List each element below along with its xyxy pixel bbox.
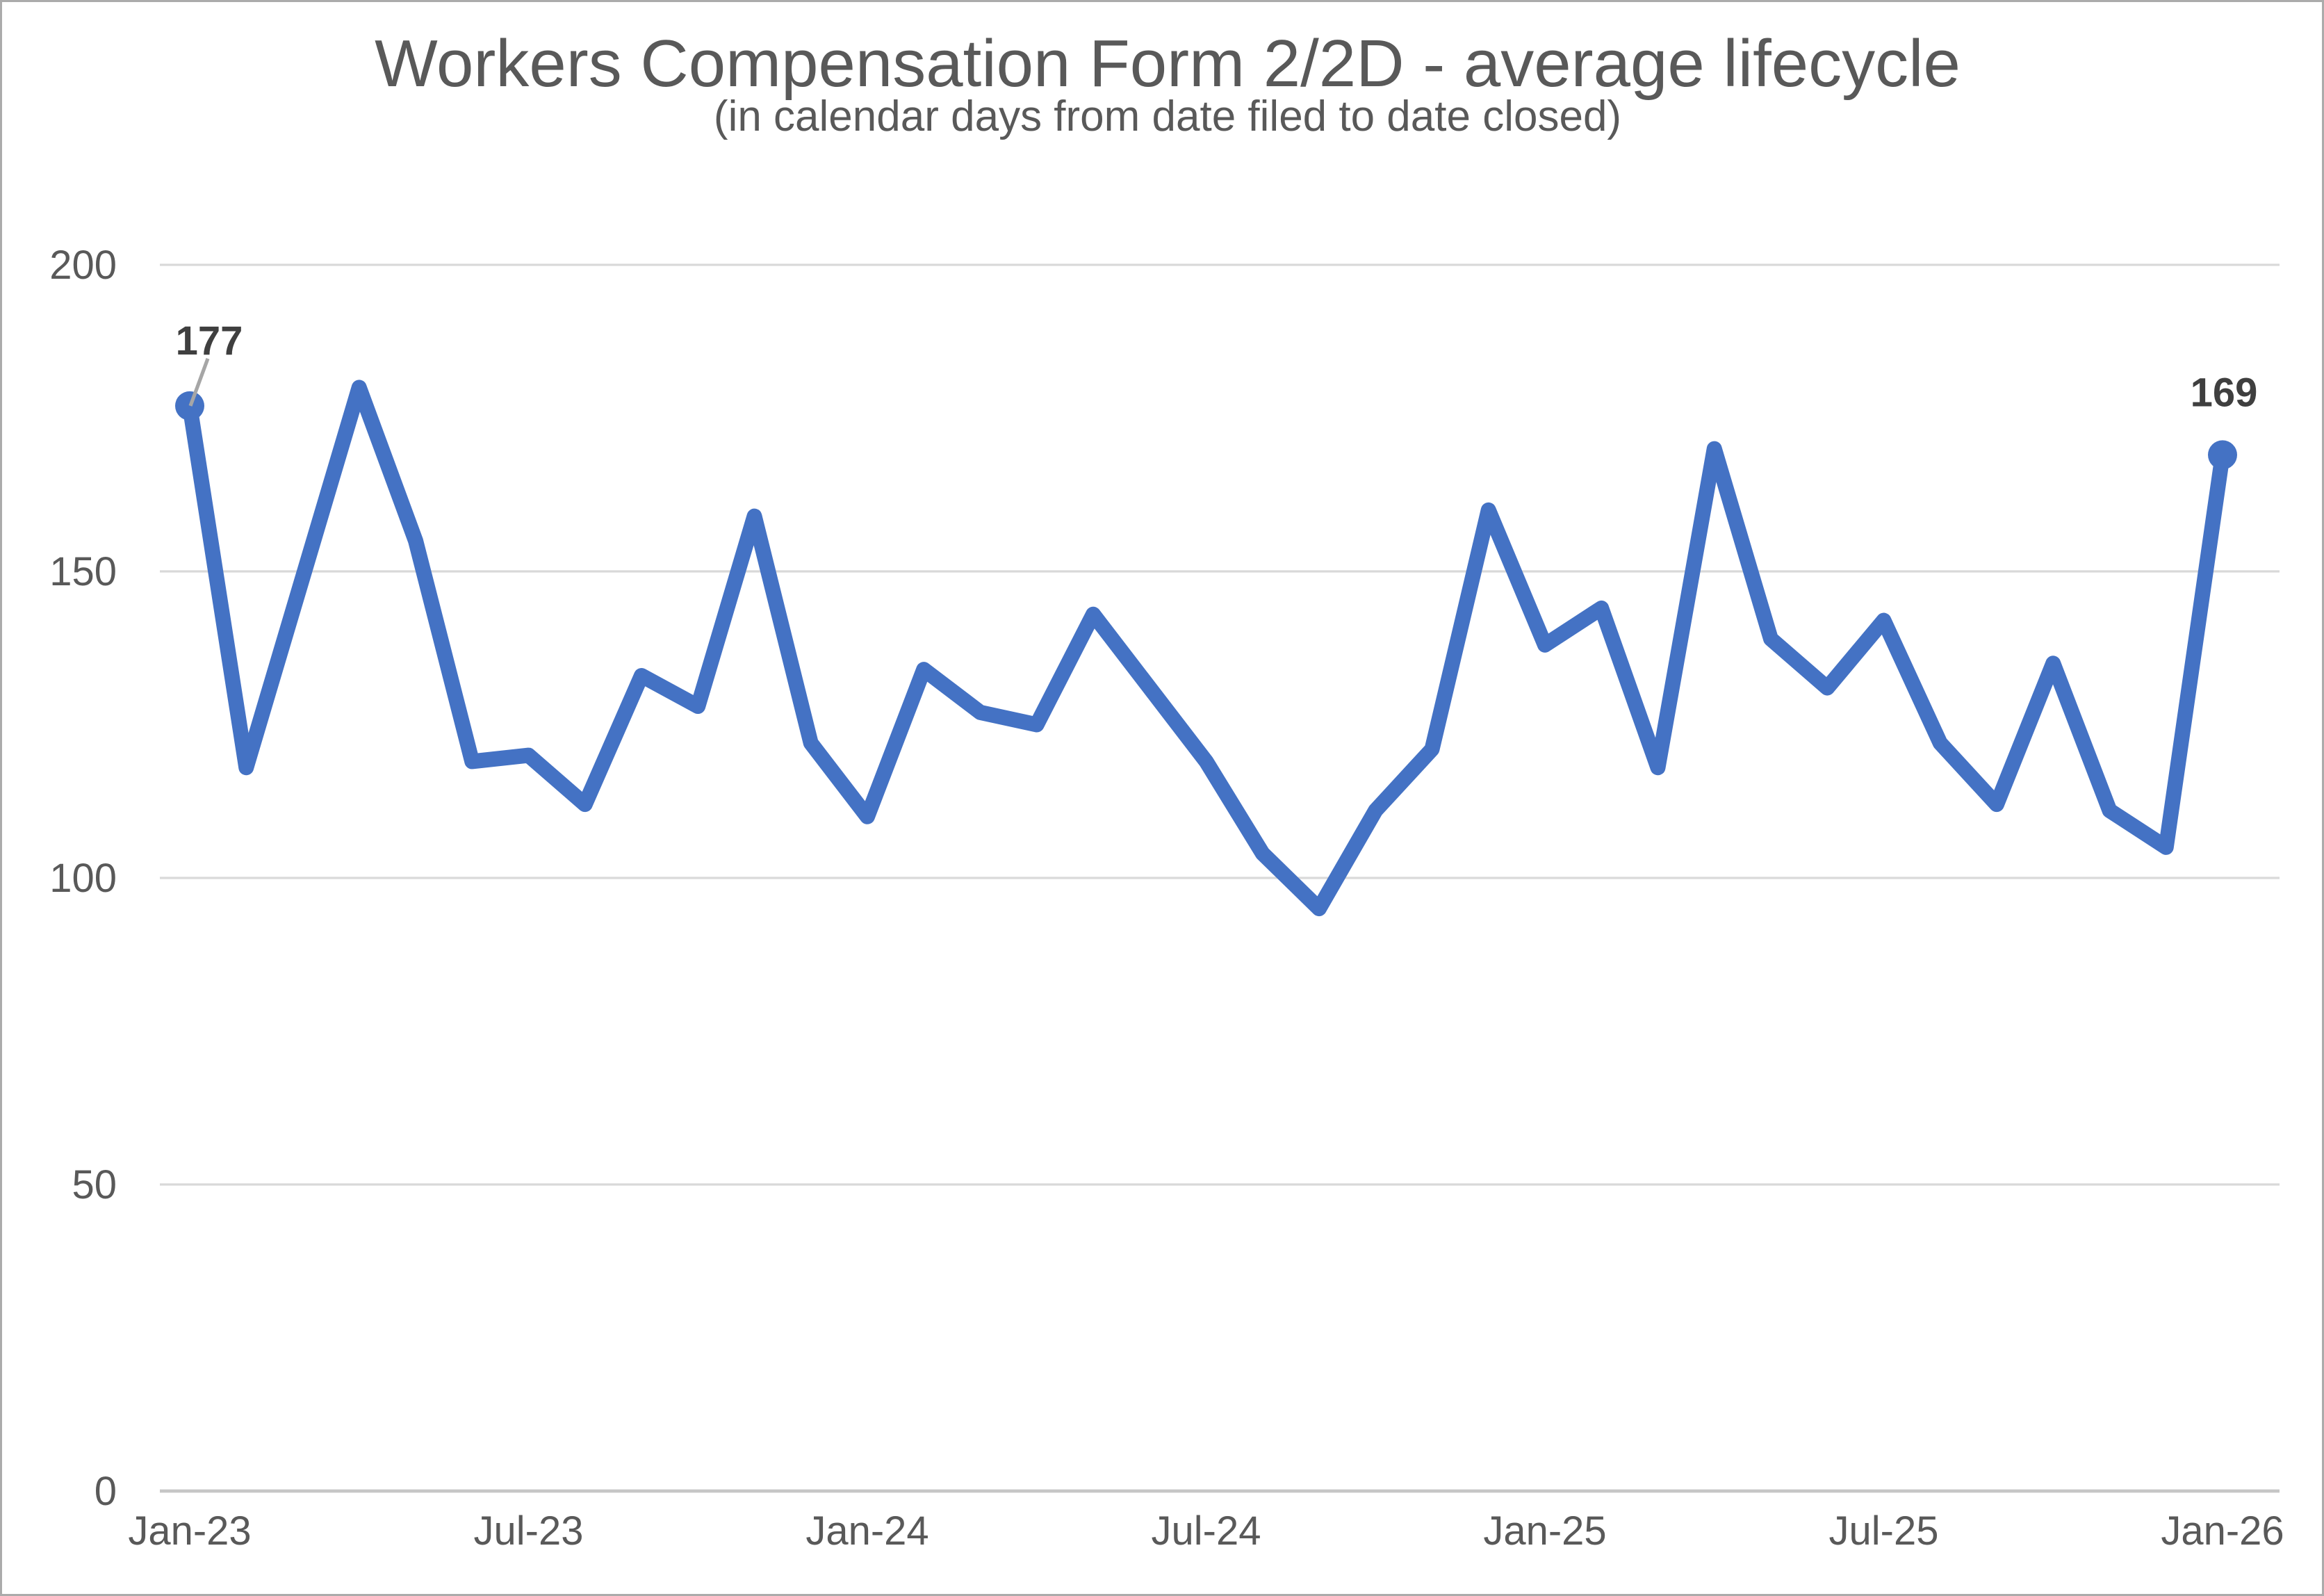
x-axis-labels: Jan-23 Jul-23 Jan-24 Jul-24 Jan-25 Jul-25 Jan-… (128, 1508, 2284, 1554)
x-axis-label-Jul-24: Jul-24 (1152, 1508, 1261, 1554)
x-axis-label-Jan-23: Jan-23 (128, 1508, 251, 1554)
series (175, 380, 2237, 917)
x-axis-label-Jul-23: Jul-23 (474, 1508, 584, 1554)
chart-subtitle: (in calendar days from date filed to dat… (714, 92, 1621, 140)
x-axis-label-Jul-25: Jul-25 (1829, 1508, 1939, 1554)
series-line (182, 380, 2230, 917)
data-labels: 177 169 (176, 318, 2258, 416)
endpoint-marker-first (175, 391, 204, 421)
y-axis-label-150: 150 (49, 549, 117, 594)
data-label-leader (188, 357, 210, 407)
y-axis-label-100: 100 (49, 856, 117, 901)
gridlines (160, 263, 2280, 1493)
x-axis-label-Jan-24: Jan-24 (805, 1508, 928, 1554)
data-label-169: 169 (2191, 370, 2258, 415)
y-axis-labels: 0 50 100 150 200 (49, 243, 117, 1514)
y-axis-label-0: 0 (95, 1469, 117, 1514)
data-label-177: 177 (176, 318, 243, 364)
y-axis-label-50: 50 (72, 1162, 117, 1207)
x-axis-label-Jan-25: Jan-25 (1483, 1508, 1606, 1554)
x-axis-label-Jan-26: Jan-26 (2161, 1508, 2284, 1554)
chart-title: Workers Compensation Form 2/2D - average… (375, 26, 1961, 101)
endpoint-marker-last (2208, 440, 2237, 470)
y-axis-label-200: 200 (49, 243, 117, 288)
